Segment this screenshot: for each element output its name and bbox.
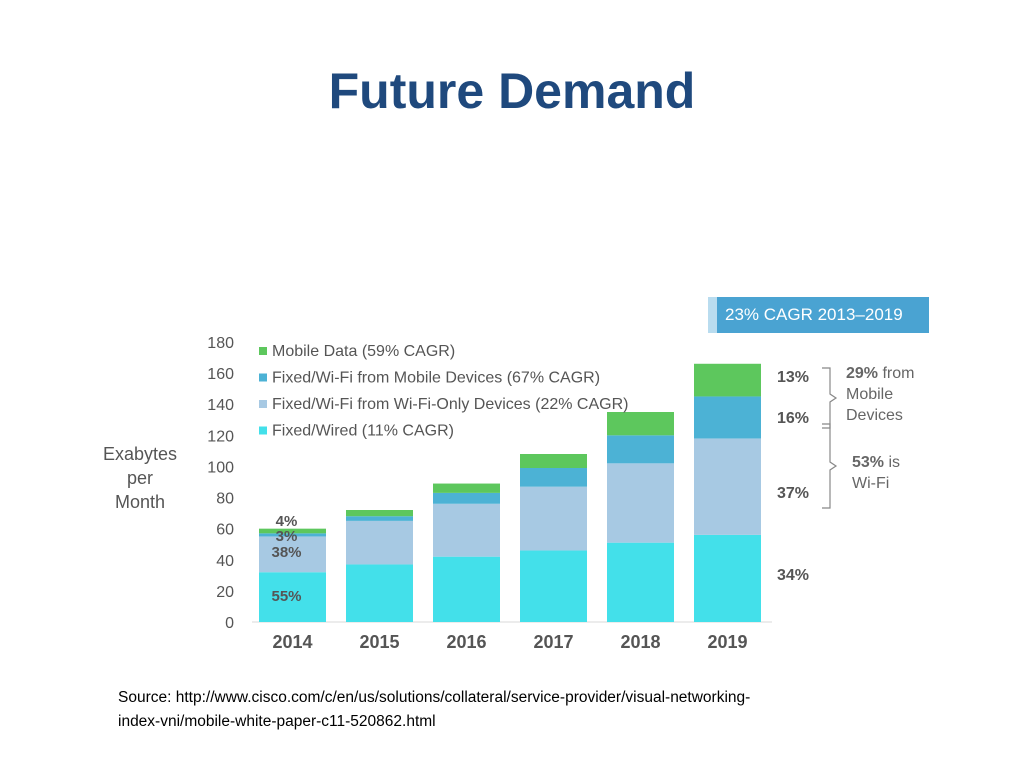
data-label-2014: 55%	[271, 588, 301, 605]
legend-swatch	[259, 373, 267, 382]
bar-segment	[607, 463, 674, 543]
source-line-1: Source: http://www.cisco.com/c/en/us/sol…	[118, 689, 751, 706]
bar-segment	[694, 438, 761, 535]
annotation-wifi: Wi-Fi	[852, 475, 889, 492]
y-tick-label: 80	[216, 491, 234, 508]
bracket-mobile-devices	[822, 367, 838, 429]
data-label-2019: 37%	[777, 485, 809, 502]
annotation-mobile-devices: 29% from	[846, 365, 914, 382]
x-tick-label: 2016	[446, 632, 486, 652]
y-tick-label: 160	[207, 366, 234, 383]
bar-segment	[520, 468, 587, 487]
y-tick-label: 40	[216, 553, 234, 570]
source-citation: Source: http://www.cisco.com/c/en/us/sol…	[118, 686, 918, 734]
bracket-wifi	[822, 423, 838, 509]
legend-entry: Mobile Data (59% CAGR)	[272, 343, 455, 360]
bar-segment	[520, 486, 587, 551]
y-axis-label: per	[127, 468, 153, 488]
legend-swatch	[259, 400, 267, 408]
bar-segment	[346, 516, 413, 521]
bar-segment	[259, 572, 326, 622]
annotation-mobile-devices: Mobile	[846, 386, 893, 403]
y-tick-label: 140	[207, 397, 234, 414]
x-tick-label: 2018	[620, 632, 660, 652]
x-tick-label: 2015	[359, 632, 399, 652]
annotation-mobile-devices: Devices	[846, 407, 903, 424]
bar-segment	[520, 454, 587, 468]
bar-segment	[607, 542, 674, 622]
bar-segment	[433, 492, 500, 504]
x-tick-label: 2019	[707, 632, 747, 652]
bar-segment	[346, 510, 413, 517]
bar-segment	[607, 412, 674, 436]
y-tick-label: 60	[216, 522, 234, 539]
bar-segment	[694, 534, 761, 622]
data-label-2019: 34%	[777, 567, 809, 584]
page-title: Future Demand	[328, 63, 696, 119]
bar-segment	[694, 396, 761, 439]
y-tick-label: 20	[216, 584, 234, 601]
bar-segment	[520, 550, 587, 622]
source-line-2: index-vni/mobile-white-paper-c11-520862.…	[118, 713, 436, 730]
bar-segment	[259, 528, 326, 534]
data-label-2014: 38%	[271, 544, 301, 561]
cagr-banner: 23% CAGR 2013–2019	[708, 297, 929, 333]
data-label-2014: 3%	[276, 528, 298, 545]
legend-swatch	[259, 347, 267, 355]
bar-segment	[694, 363, 761, 397]
legend-entry: Fixed/Wi-Fi from Wi-Fi-Only Devices (22%…	[272, 396, 628, 413]
x-tick-label: 2014	[272, 632, 312, 652]
y-tick-label: 120	[207, 428, 234, 445]
data-label-2019: 16%	[777, 410, 809, 427]
y-axis-label: Month	[115, 492, 165, 512]
bar-segment	[607, 435, 674, 464]
bar-segment	[346, 520, 413, 565]
annotation-wifi: 53% is	[852, 454, 900, 471]
y-axis-label: Exabytes	[103, 444, 177, 464]
bar-segment	[259, 536, 326, 573]
y-tick-label: 0	[225, 615, 234, 632]
legend-entry: Fixed/Wi-Fi from Mobile Devices (67% CAG…	[272, 370, 600, 387]
legend-swatch	[259, 426, 267, 435]
bar-segment	[433, 503, 500, 557]
bar-segment	[433, 556, 500, 622]
bar-segment	[346, 564, 413, 622]
bar-segment	[259, 533, 326, 537]
legend-entry: Fixed/Wired (11% CAGR)	[272, 423, 454, 440]
data-label-2019: 13%	[777, 369, 809, 386]
y-tick-label: 100	[207, 459, 234, 476]
x-tick-label: 2017	[533, 632, 573, 652]
bar-segment	[433, 483, 500, 493]
y-tick-label: 180	[207, 335, 234, 352]
data-label-2014: 4%	[276, 513, 298, 530]
